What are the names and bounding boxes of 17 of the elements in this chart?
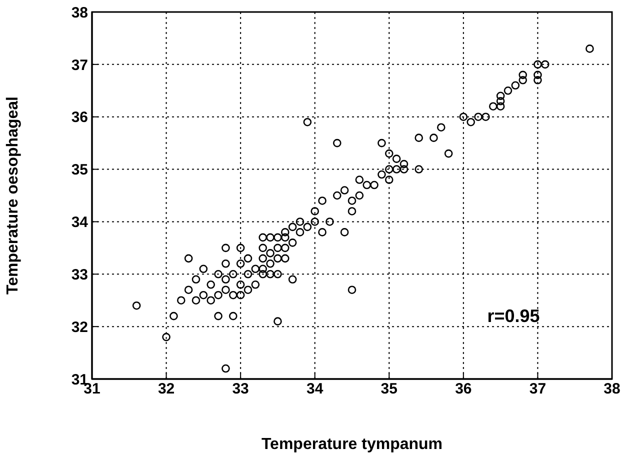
x-tick-label: 33 bbox=[232, 380, 249, 398]
x-axis-title: Temperature tympanum bbox=[261, 436, 443, 453]
x-tick-label: 36 bbox=[455, 380, 472, 398]
y-axis-title: Temperature oesophageal bbox=[4, 96, 22, 294]
y-tick-label: 34 bbox=[71, 214, 89, 232]
y-tick-label: 35 bbox=[71, 162, 88, 179]
y-tick-label: 33 bbox=[71, 266, 88, 284]
x-tick-label: 34 bbox=[306, 380, 324, 398]
y-tick-label: 38 bbox=[71, 4, 88, 22]
x-tick-label: 38 bbox=[604, 380, 620, 398]
x-tick-label: 32 bbox=[158, 380, 175, 398]
annotation: r=0.95 bbox=[487, 306, 540, 327]
x-tick-label: 37 bbox=[529, 380, 546, 398]
y-tick-label: 32 bbox=[71, 318, 88, 336]
x-tick-label: 35 bbox=[380, 380, 398, 398]
y-tick-label: 36 bbox=[71, 109, 88, 126]
y-tick-label: 37 bbox=[71, 56, 88, 74]
